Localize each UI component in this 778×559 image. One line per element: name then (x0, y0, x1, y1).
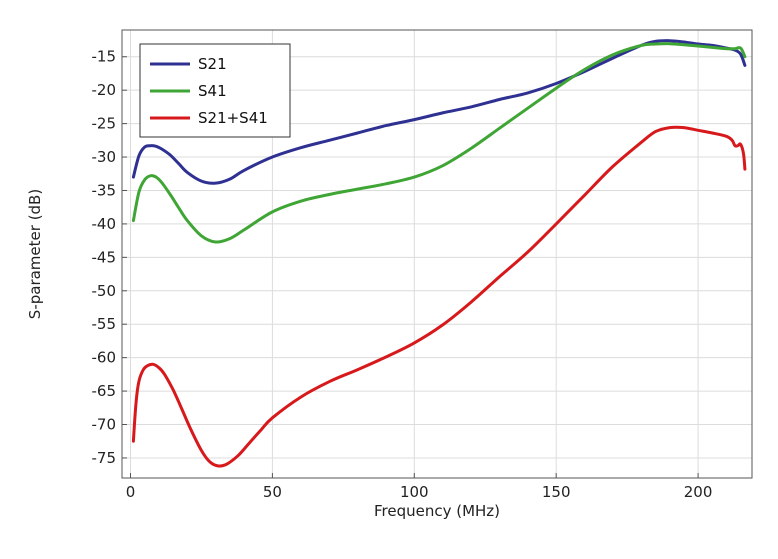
y-tick-label: -20 (92, 81, 117, 99)
y-tick-label: -40 (92, 215, 117, 233)
series-lines (131, 39, 747, 468)
y-tick-label: -70 (92, 416, 117, 434)
y-tick-label: -30 (92, 148, 117, 166)
legend-label-s21-s41: S21+S41 (198, 109, 268, 127)
y-axis-title: S-parameter (dB) (26, 189, 44, 319)
y-tick-label: -75 (92, 449, 117, 467)
y-tick-label: -65 (92, 382, 117, 400)
plot-frame (121, 29, 753, 479)
legend: S21 S41 S21+S41 (139, 43, 291, 138)
axis-ticks: 0 50 100 150 200 -15 -20 -25 -30 -35 -40 -45 -50 -55 -… (92, 48, 713, 501)
series-line-s21 (131, 39, 747, 185)
series-line-s21-s41 (131, 125, 747, 468)
y-tick-label: -35 (92, 181, 117, 199)
x-tick-label: 200 (684, 483, 713, 501)
x-axis-title: Frequency (MHz) (374, 502, 500, 520)
x-tick-label: 50 (263, 483, 282, 501)
legend-label-s41: S41 (198, 82, 227, 100)
x-tick-label: 150 (542, 483, 571, 501)
y-tick-label: -50 (92, 282, 117, 300)
y-tick-label: -25 (92, 115, 117, 133)
y-tick-label: -45 (92, 248, 117, 266)
y-tick-label: -15 (92, 48, 117, 66)
legend-label-s21: S21 (198, 55, 227, 73)
x-tick-label: 0 (126, 483, 136, 501)
y-tick-label: -55 (92, 315, 117, 333)
y-tick-label: -60 (92, 349, 117, 367)
series-line-s41 (131, 42, 747, 244)
x-tick-label: 100 (400, 483, 429, 501)
